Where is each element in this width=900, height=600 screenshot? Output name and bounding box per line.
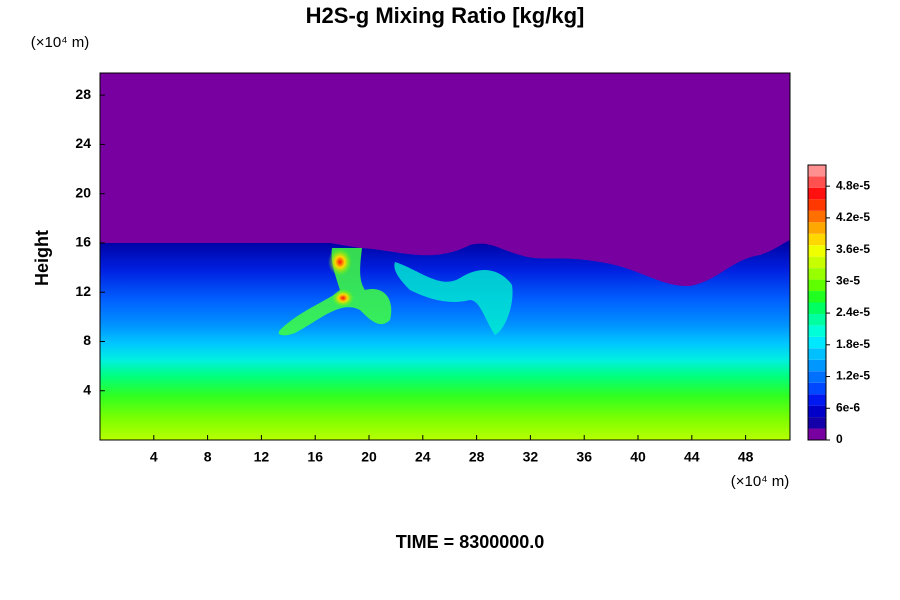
x-tick-label: 4: [150, 449, 158, 465]
colorbar-band: [808, 405, 826, 418]
x-tick-label: 24: [415, 449, 431, 465]
plume: [278, 248, 392, 336]
y-axis-label: Height: [32, 230, 52, 286]
x-unit: (×10⁴ m): [731, 473, 790, 490]
colorbar-band: [808, 428, 826, 440]
colorbar-band: [808, 291, 826, 303]
contour-field: [99, 72, 791, 441]
colorbar-label: 1.8e-5: [836, 337, 870, 351]
x-tick-label: 12: [254, 449, 270, 465]
colorbar-band: [808, 371, 826, 383]
plot-frame: [99, 72, 791, 441]
colorbar: 0 6e-6 1.2e-5 1.8e-5 2.4e-5 3e-5 3.6e-5 4.2e-5 4…: [807, 164, 870, 446]
colorbar-band: [808, 210, 826, 223]
x-tick-label: 28: [469, 449, 485, 465]
colorbar-band: [808, 394, 826, 406]
colorbar-band: [808, 199, 826, 211]
colorbar-label: 6e-6: [836, 400, 860, 414]
time-label: TIME = 8300000.0: [396, 532, 545, 552]
y-tick-label: 20: [75, 184, 91, 200]
y-tick-label: 8: [83, 332, 91, 348]
colorbar-frame: [807, 164, 827, 441]
y-tick-label: 12: [75, 283, 91, 299]
colorbar-label: 4.2e-5: [836, 210, 870, 224]
y-tick-label: 24: [75, 135, 91, 151]
x-tick-label: 40: [630, 449, 646, 465]
colorbar-band: [808, 222, 826, 234]
x-tick-label: 20: [361, 449, 377, 465]
chart-title: H2S-g Mixing Ratio [kg/kg]: [306, 3, 585, 28]
x-tick-label: 44: [684, 449, 700, 465]
y-tick-label: 28: [75, 86, 91, 102]
colorbar-label: 3.6e-5: [836, 242, 870, 256]
hot-spot: [328, 248, 352, 276]
colorbar-label: 1.2e-5: [836, 369, 870, 383]
x-tick-label: 48: [738, 449, 754, 465]
colorbar-band: [808, 165, 826, 177]
colorbar-band: [808, 417, 826, 429]
colorbar-band: [808, 187, 826, 200]
colorbar-band: [808, 348, 826, 360]
colorbar-band: [808, 336, 826, 349]
x-tick-label: 36: [576, 449, 592, 465]
y-tick-label: 16: [75, 234, 91, 250]
plume: [394, 262, 513, 335]
colorbar-band: [808, 325, 826, 337]
colorbar-label: 0: [836, 432, 843, 446]
colorbar-band: [808, 245, 826, 257]
colorbar-band: [808, 233, 826, 246]
colorbar-band: [808, 256, 826, 269]
x-tick-label: 8: [204, 449, 212, 465]
y-unit: (×10⁴ m): [31, 34, 90, 51]
colorbar-label: 3e-5: [836, 274, 860, 288]
colorbar-band: [808, 279, 826, 292]
y-tick-label: 4: [83, 381, 91, 397]
colorbar-band: [808, 313, 826, 326]
colorbar-band: [808, 176, 826, 188]
colorbar-label: 2.4e-5: [836, 305, 870, 319]
x-tick-label: 16: [307, 449, 323, 465]
colorbar-band: [808, 359, 826, 372]
hot-spot: [332, 289, 354, 307]
x-tick-label: 32: [523, 449, 539, 465]
colorbar-band: [808, 302, 826, 314]
colorbar-label: 4.8e-5: [836, 178, 870, 192]
colorbar-band: [808, 268, 826, 280]
colorbar-band: [808, 382, 826, 395]
field-layers: [100, 240, 790, 440]
